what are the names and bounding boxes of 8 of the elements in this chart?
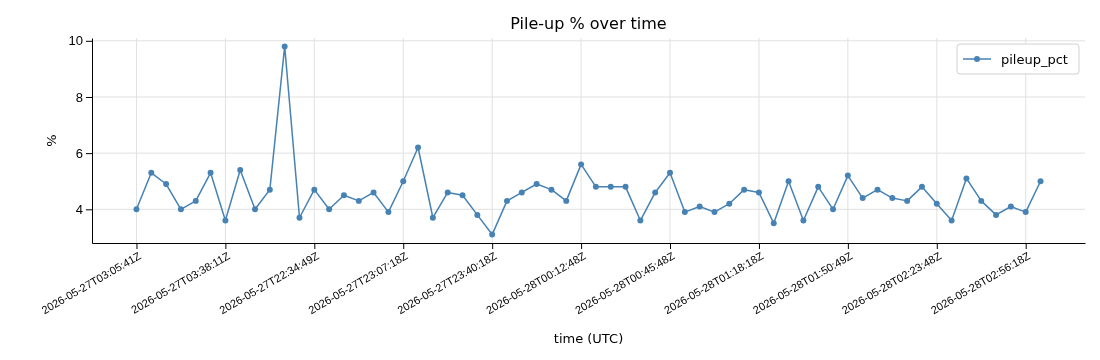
y-tick-label: 4 [75, 201, 83, 217]
y-axis-title: % [44, 134, 59, 147]
chart-title: Pile-up % over time [510, 14, 667, 33]
y-tick-label: 6 [75, 145, 83, 161]
x-axis-title: time (UTC) [553, 331, 624, 346]
legend-label: pileup_pct [1001, 52, 1068, 67]
y-tick-label: 10 [68, 33, 83, 49]
y-tick-label: 8 [75, 89, 83, 105]
